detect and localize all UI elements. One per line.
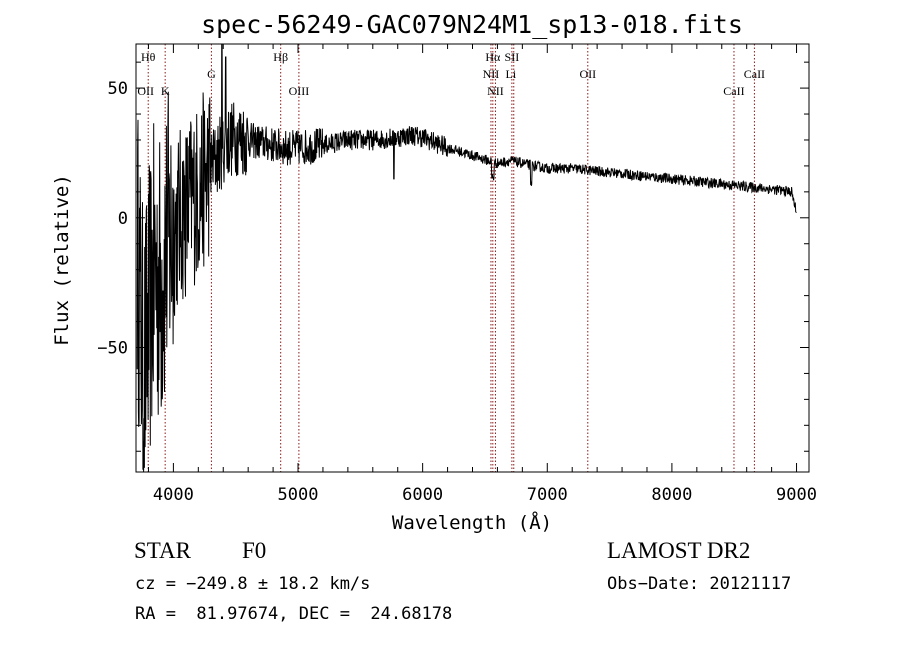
y-tick-label: 0: [118, 209, 128, 229]
line-marker-label: Hα: [485, 50, 501, 64]
line-marker-label: OIII: [289, 84, 310, 98]
spectrum-series: [136, 43, 797, 473]
object-subclass: F0: [242, 538, 267, 563]
survey-release: LAMOST DR2: [607, 538, 751, 563]
line-marker-label: NII: [487, 84, 504, 98]
plot-frame: [135, 43, 810, 473]
line-marker-label: SII: [505, 50, 520, 64]
x-tick-label: 8000: [651, 485, 692, 505]
x-axis-label: Wavelength (Å): [392, 511, 552, 534]
y-tick-label: −50: [97, 338, 128, 358]
line-marker-label: CaII: [723, 84, 744, 98]
chart-title: spec-56249-GAC079N24M1_sp13-018.fits: [201, 10, 743, 39]
sky-coordinates: RA = 81.97674, DEC = 24.68178: [135, 604, 453, 624]
x-tick-label: 4000: [153, 485, 194, 505]
x-tick-label: 6000: [402, 485, 443, 505]
y-axis-label: Flux (relative): [51, 174, 73, 346]
y-tick-label: 50: [108, 79, 128, 99]
axis-ticks: 4000 5000 6000 7000 8000 9000 −50 0 50: [97, 44, 817, 505]
line-marker-label: OII: [579, 67, 596, 81]
line-marker-label: Li: [506, 67, 517, 81]
spectrum-line: [136, 43, 797, 473]
object-class: STAR: [134, 538, 191, 563]
line-marker-label: OII: [137, 84, 154, 98]
line-marker-label: Hθ: [141, 50, 156, 64]
line-marker-label: K: [161, 84, 170, 98]
line-marker-label: NII: [483, 67, 500, 81]
line-marker-label: G: [207, 67, 216, 81]
radial-velocity: cz = −249.8 ± 18.2 km/s: [135, 574, 371, 594]
line-marker-label: CaII: [744, 67, 765, 81]
x-tick-label: 7000: [527, 485, 568, 505]
x-tick-label: 5000: [278, 485, 319, 505]
observation-date: Obs−Date: 20121117: [607, 574, 792, 594]
x-tick-label: 9000: [776, 485, 817, 505]
line-marker-label: Hβ: [273, 50, 288, 64]
